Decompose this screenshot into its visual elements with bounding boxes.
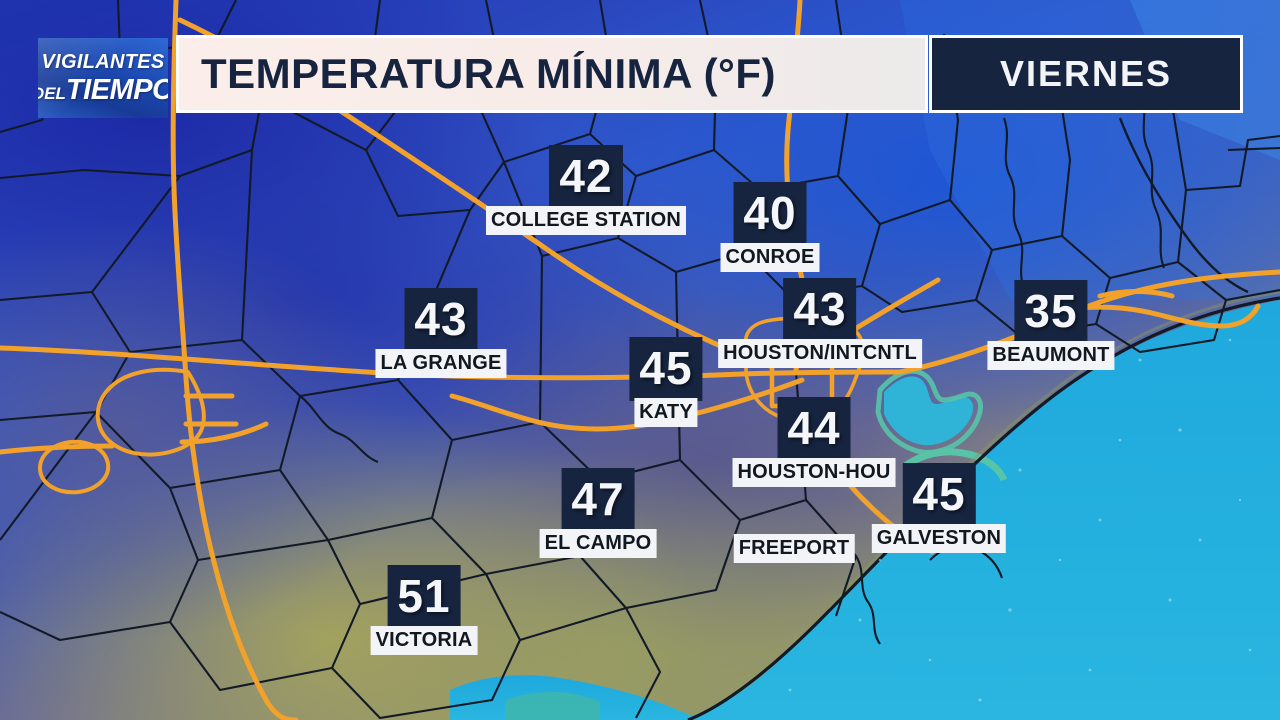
header-banner: TEMPERATURA MÍNIMA (°F) VIERNES <box>176 35 1243 113</box>
logo-del-text: DEL <box>38 83 66 103</box>
city-temperature-value: 43 <box>404 288 478 352</box>
galveston-bay <box>884 376 974 446</box>
city-marker[interactable]: 42 COLLEGE STATION <box>485 145 687 235</box>
city-marker[interactable]: 47 EL CAMPO <box>539 468 657 558</box>
shallow-bay-inlet <box>505 691 600 720</box>
city-marker[interactable]: 40 CONROE <box>720 182 820 272</box>
city-marker[interactable]: 51 VICTORIA <box>370 565 478 655</box>
city-temperature-value: 45 <box>902 463 976 527</box>
city-name-label: CONROE <box>720 243 820 272</box>
city-temperature-value: 45 <box>629 337 703 401</box>
day-plate: VIERNES <box>929 35 1243 113</box>
map-title-plate: TEMPERATURA MÍNIMA (°F) <box>176 35 928 113</box>
day-label: VIERNES <box>999 53 1173 94</box>
logo-line-1: VIGILANTES <box>41 50 165 73</box>
page-title: TEMPERATURA MÍNIMA (°F) <box>201 50 776 97</box>
logo-line-2: DEL TIEMPO <box>38 73 168 106</box>
city-marker[interactable]: 43 HOUSTON/INTCNTL <box>718 278 922 368</box>
city-name-label: BEAUMONT <box>987 341 1115 370</box>
city-name-label: VICTORIA <box>370 626 478 655</box>
city-name-label: HOUSTON-HOU <box>732 458 896 487</box>
city-marker[interactable]: 35 BEAUMONT <box>987 280 1115 370</box>
city-name-label: GALVESTON <box>871 524 1007 553</box>
city-name-label: HOUSTON/INTCNTL <box>718 339 922 368</box>
city-marker[interactable]: 45 KATY <box>629 337 703 427</box>
city-temperature-value: 47 <box>561 468 635 532</box>
channel-logo: VIGILANTES DEL TIEMPO <box>38 38 168 118</box>
city-marker[interactable]: 43 LA GRANGE <box>375 288 507 378</box>
city-name-label: COLLEGE STATION <box>485 206 687 235</box>
city-temperature-value: 35 <box>1014 280 1088 344</box>
city-marker[interactable]: FREEPORT <box>733 534 855 563</box>
city-temperature-value: 42 <box>549 145 623 209</box>
city-temperature-value: 51 <box>387 565 461 629</box>
city-name-label: LA GRANGE <box>375 349 507 378</box>
city-name-label: FREEPORT <box>733 534 855 563</box>
logo-tiempo-text: TIEMPO <box>65 73 168 106</box>
galveston-island <box>902 448 1008 482</box>
bay-shoreline-shallow <box>875 368 983 455</box>
city-temperature-value: 40 <box>733 182 807 246</box>
sabine-river-border <box>1118 117 1249 294</box>
city-marker[interactable]: 45 GALVESTON <box>871 463 1007 553</box>
city-marker[interactable]: 44 HOUSTON-HOU <box>732 397 896 487</box>
city-temperature-value: 44 <box>777 397 851 461</box>
city-name-label: KATY <box>634 398 698 427</box>
city-temperature-value: 43 <box>783 278 857 342</box>
city-name-label: EL CAMPO <box>539 529 657 558</box>
